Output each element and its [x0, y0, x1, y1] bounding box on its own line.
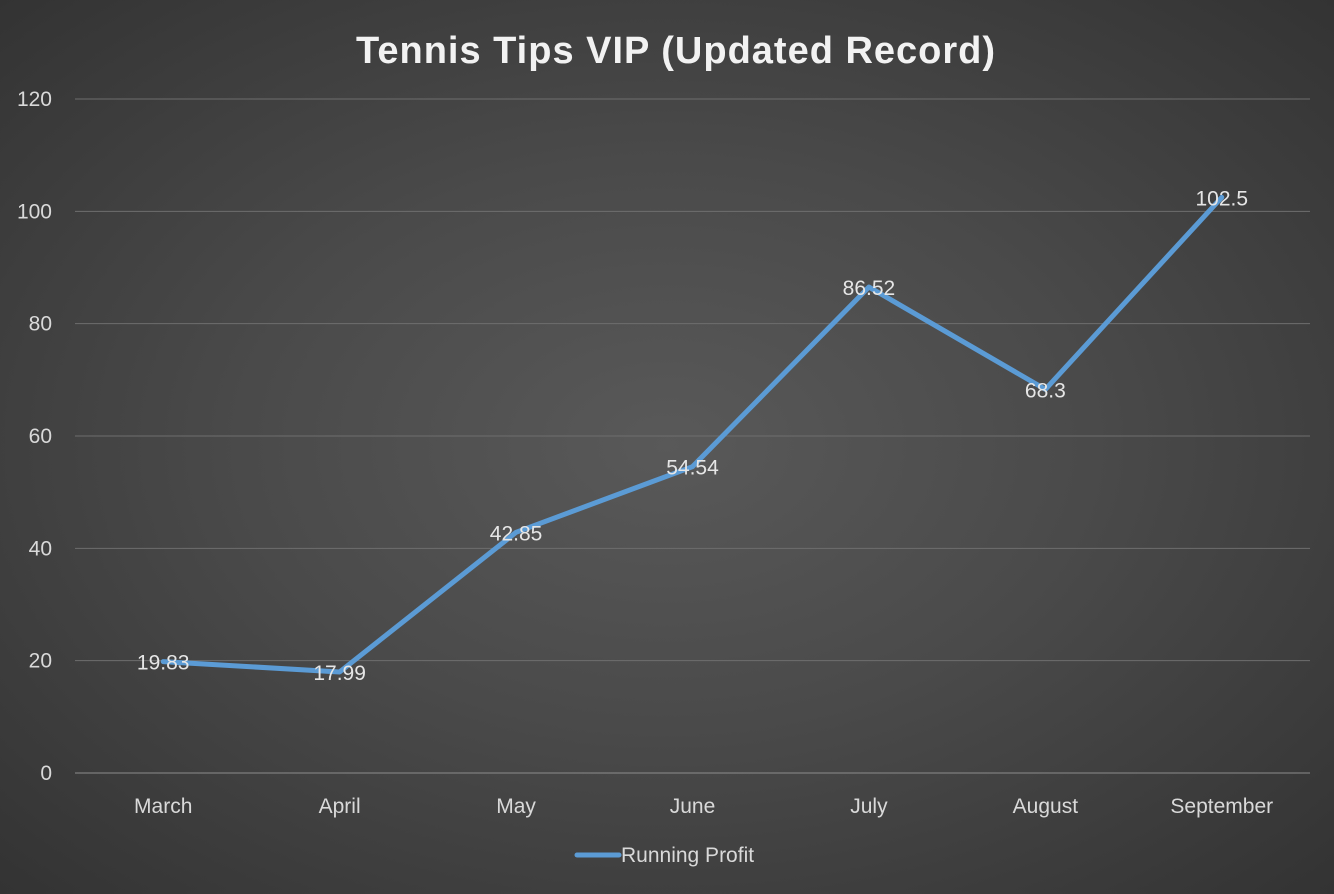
- x-tick-label: August: [1013, 795, 1079, 818]
- gridlines: [75, 99, 1310, 773]
- data-label: 102.5: [1196, 187, 1249, 210]
- series-lines: [163, 197, 1222, 672]
- x-tick-label: July: [850, 795, 888, 818]
- chart-title: Tennis Tips VIP (Updated Record): [356, 30, 996, 72]
- y-tick-label: 100: [17, 200, 52, 223]
- x-tick-label: March: [134, 795, 192, 818]
- series-line-running-profit: [163, 197, 1222, 672]
- data-label: 19.83: [137, 652, 190, 675]
- data-label: 86.52: [843, 277, 896, 300]
- x-tick-label: April: [319, 795, 361, 818]
- x-axis-ticks: March April May June July August September: [134, 795, 1273, 818]
- data-label: 42.85: [490, 522, 543, 545]
- x-tick-label: May: [496, 795, 536, 818]
- x-tick-label: September: [1170, 795, 1273, 818]
- legend-label: Running Profit: [621, 844, 754, 867]
- y-tick-label: 60: [29, 425, 52, 448]
- y-tick-label: 0: [40, 762, 52, 785]
- legend: Running Profit: [577, 844, 754, 867]
- x-tick-label: June: [670, 795, 716, 818]
- y-tick-label: 20: [29, 650, 52, 673]
- y-tick-label: 120: [17, 88, 52, 111]
- data-label: 54.54: [666, 457, 719, 480]
- y-tick-label: 40: [29, 537, 52, 560]
- data-label: 68.3: [1025, 379, 1066, 402]
- data-label: 17.99: [313, 662, 366, 685]
- y-axis-ticks: 0 20 40 60 80 100 120: [17, 88, 52, 785]
- y-tick-label: 80: [29, 313, 52, 336]
